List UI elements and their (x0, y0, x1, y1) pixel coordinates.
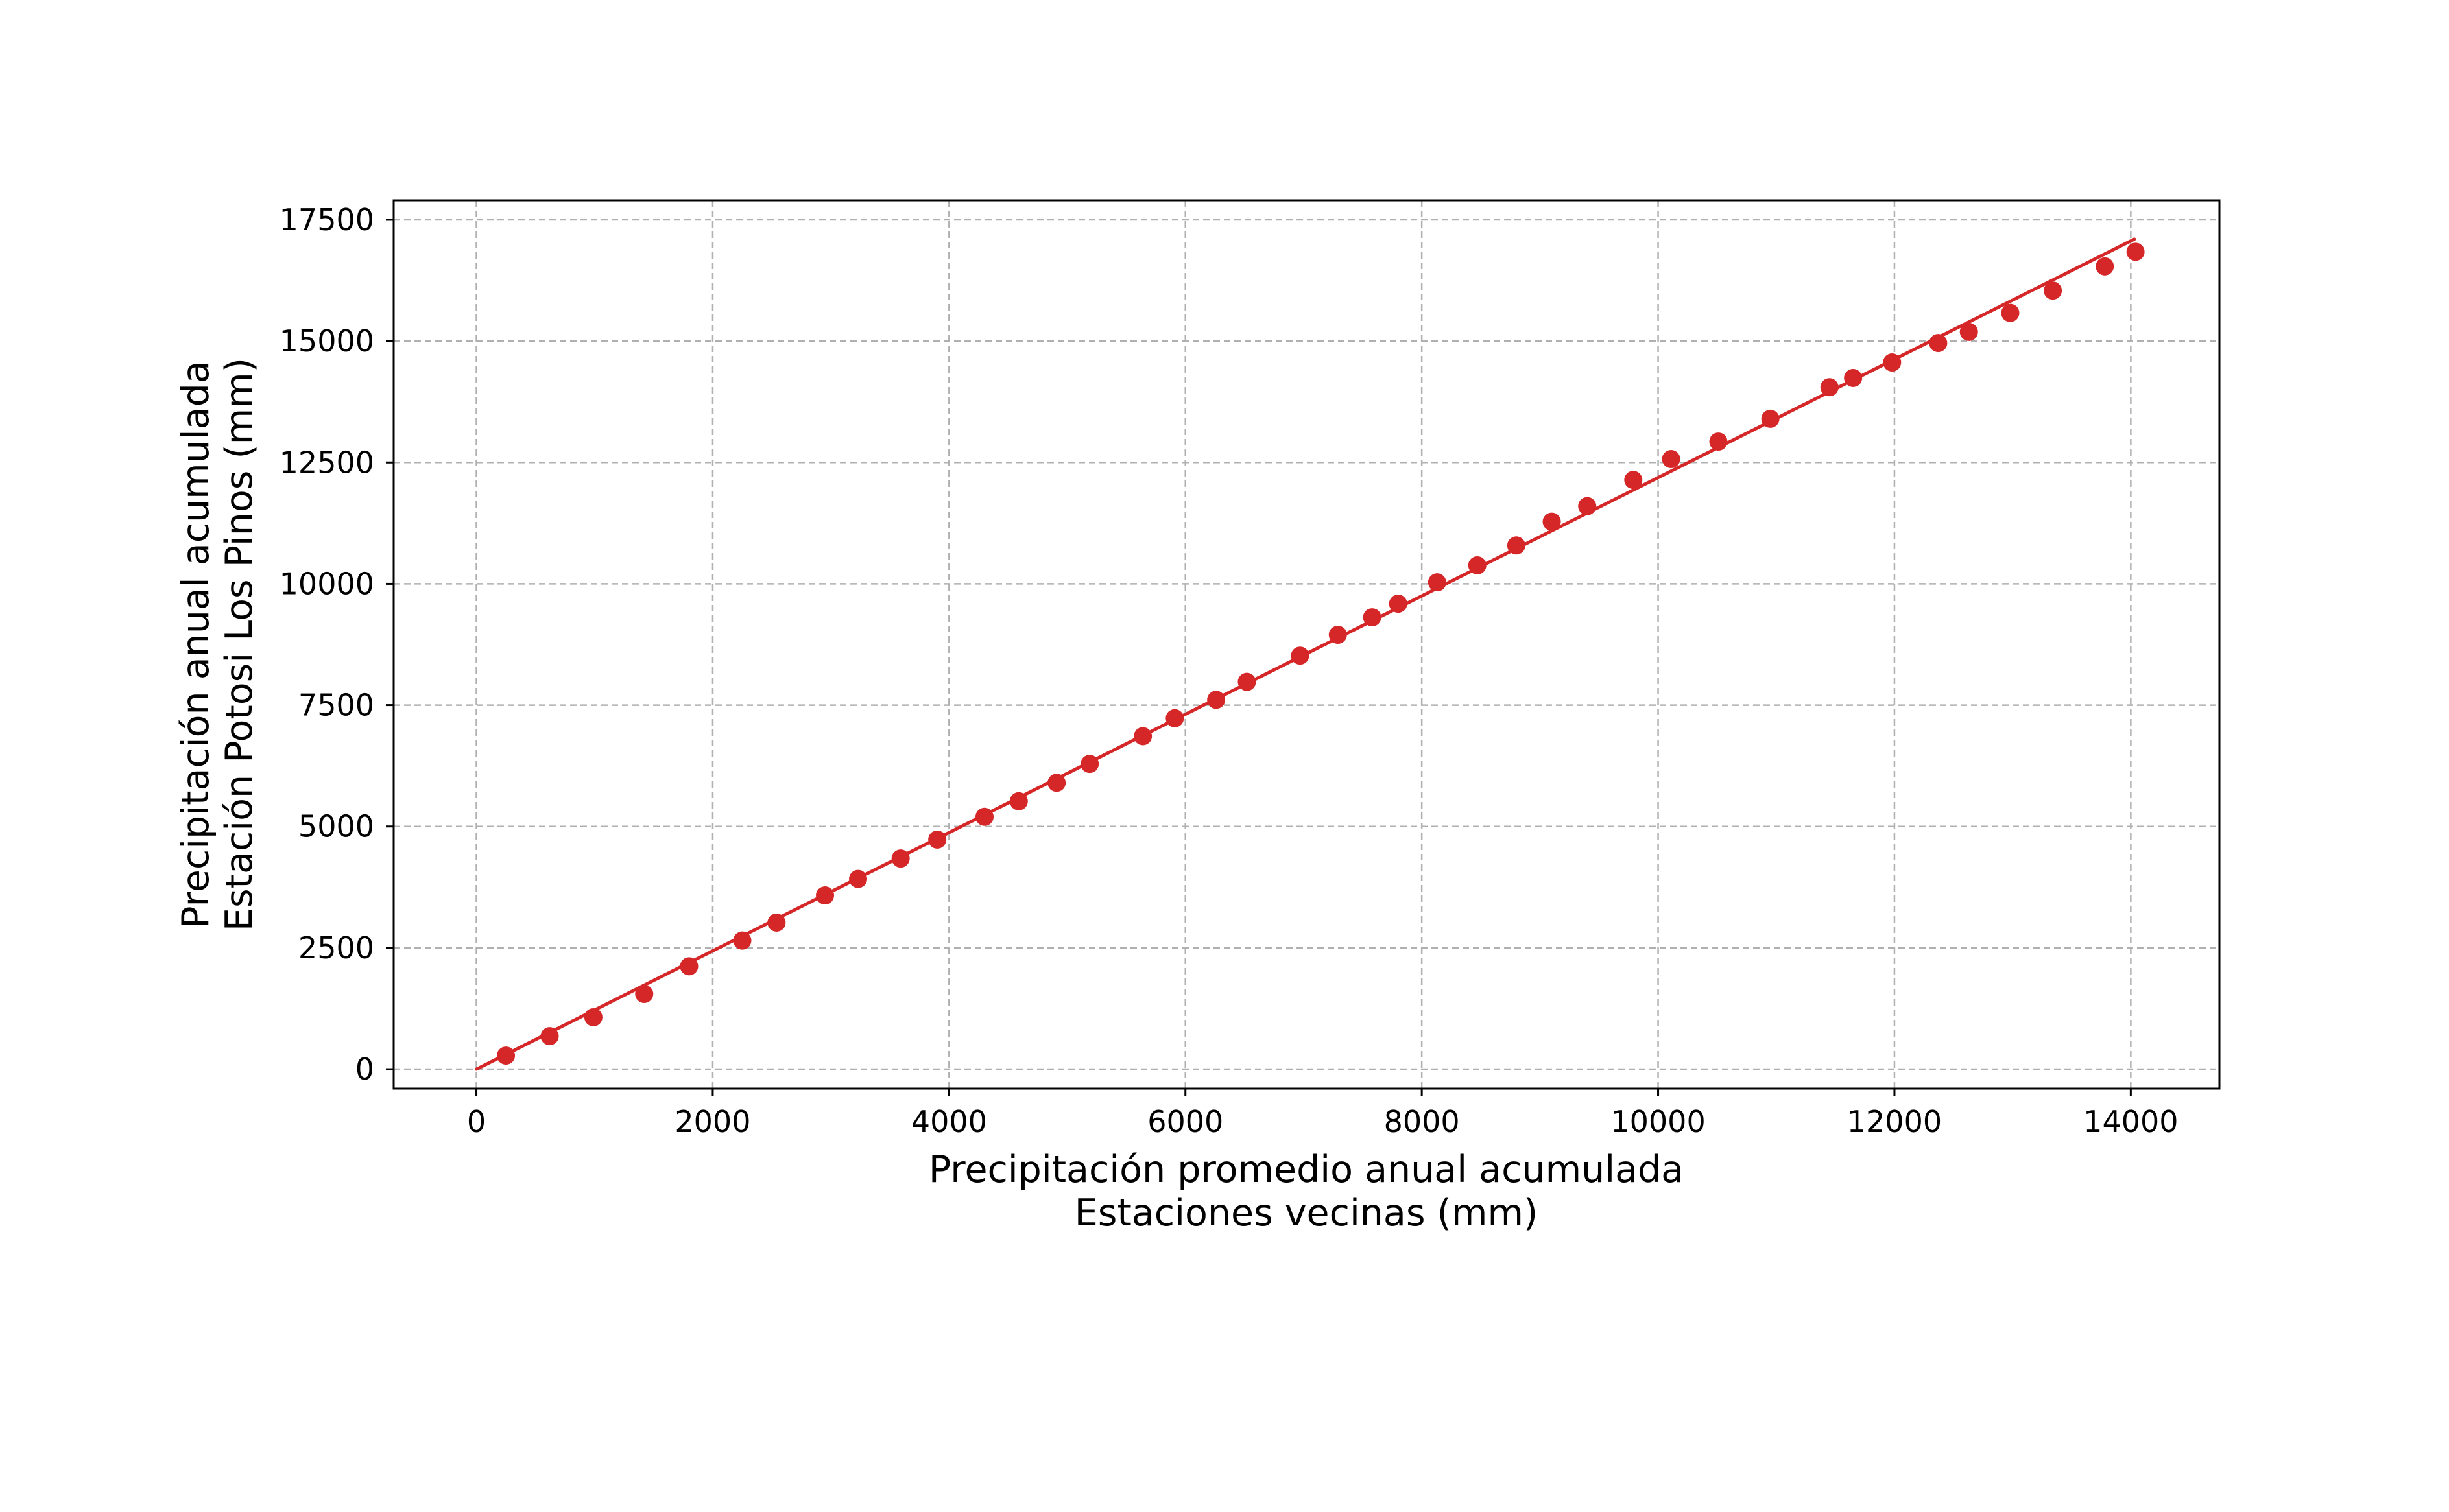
x-axis-title-line-1: Precipitación promedio anual acumulada (929, 1148, 1684, 1191)
x-tick-label: 8000 (1384, 1104, 1460, 1139)
data-point (1662, 450, 1680, 469)
data-point (975, 807, 994, 826)
y-tick-labels: 0 2500 5000 7500 10000 12500 15000 17500 (280, 202, 374, 1087)
y-tick-label: 10000 (280, 566, 374, 601)
data-point (2096, 257, 2114, 276)
x-tick-labels: 0 2000 4000 6000 8000 10000 12000 14000 (467, 1104, 2179, 1139)
data-point (733, 931, 752, 950)
axis-ticks (386, 219, 2132, 1096)
data-point (2044, 281, 2062, 300)
data-point (497, 1046, 516, 1065)
data-point (891, 849, 910, 868)
data-points (497, 242, 2145, 1065)
data-point (816, 886, 835, 905)
data-point (849, 869, 868, 888)
grid (394, 200, 2219, 1089)
plot-frame (392, 199, 2221, 1090)
data-point (1709, 432, 1728, 451)
data-point (1291, 646, 1309, 665)
data-point (1542, 512, 1561, 531)
data-point (540, 1027, 559, 1046)
data-point (1081, 755, 1099, 774)
y-axis-title-line-2: Estación Potosi Los Pinos (mm) (218, 358, 261, 931)
data-point (1165, 709, 1184, 727)
data-point (1047, 774, 1066, 792)
data-point (1328, 626, 1347, 644)
data-point (928, 830, 947, 849)
y-tick-label: 15000 (280, 324, 374, 359)
data-point (1578, 497, 1597, 515)
x-tick-label: 2000 (675, 1104, 750, 1139)
x-tick-label: 14000 (2083, 1104, 2178, 1139)
data-point (1761, 409, 1780, 428)
y-tick-label: 2500 (298, 930, 374, 965)
data-point (680, 957, 699, 976)
x-tick-label: 6000 (1147, 1104, 1223, 1139)
data-point (1134, 727, 1153, 746)
x-tick-label: 0 (467, 1104, 486, 1139)
data-point (1507, 536, 1525, 555)
y-tick-label: 17500 (280, 202, 374, 237)
data-point (635, 985, 654, 1004)
data-point (1468, 556, 1487, 574)
data-point (1844, 369, 1863, 387)
y-tick-label: 12500 (280, 445, 374, 480)
y-axis-title-line-1: Precipitación anual acumulada (174, 360, 217, 928)
data-point (1959, 322, 1978, 341)
data-point (2126, 242, 2145, 261)
data-point (2001, 303, 2020, 322)
x-axis-title-line-2: Estaciones vecinas (mm) (1075, 1192, 1538, 1234)
data-point (1929, 334, 1948, 353)
data-point (1237, 672, 1256, 691)
data-point (1428, 573, 1446, 592)
data-point (1883, 353, 1902, 372)
y-tick-label: 0 (355, 1052, 374, 1087)
x-tick-label: 12000 (1847, 1104, 1942, 1139)
data-point (1624, 471, 1643, 490)
y-tick-label: 7500 (298, 688, 374, 723)
data-point (1389, 595, 1407, 613)
data-point (584, 1008, 603, 1026)
data-point (1009, 792, 1028, 810)
y-tick-label: 5000 (298, 809, 374, 844)
data-point (1820, 378, 1839, 397)
data-point (1207, 691, 1226, 709)
data-point (767, 913, 786, 932)
data-point (1363, 608, 1381, 627)
x-tick-label: 4000 (911, 1104, 987, 1139)
x-tick-label: 10000 (1610, 1104, 1705, 1139)
